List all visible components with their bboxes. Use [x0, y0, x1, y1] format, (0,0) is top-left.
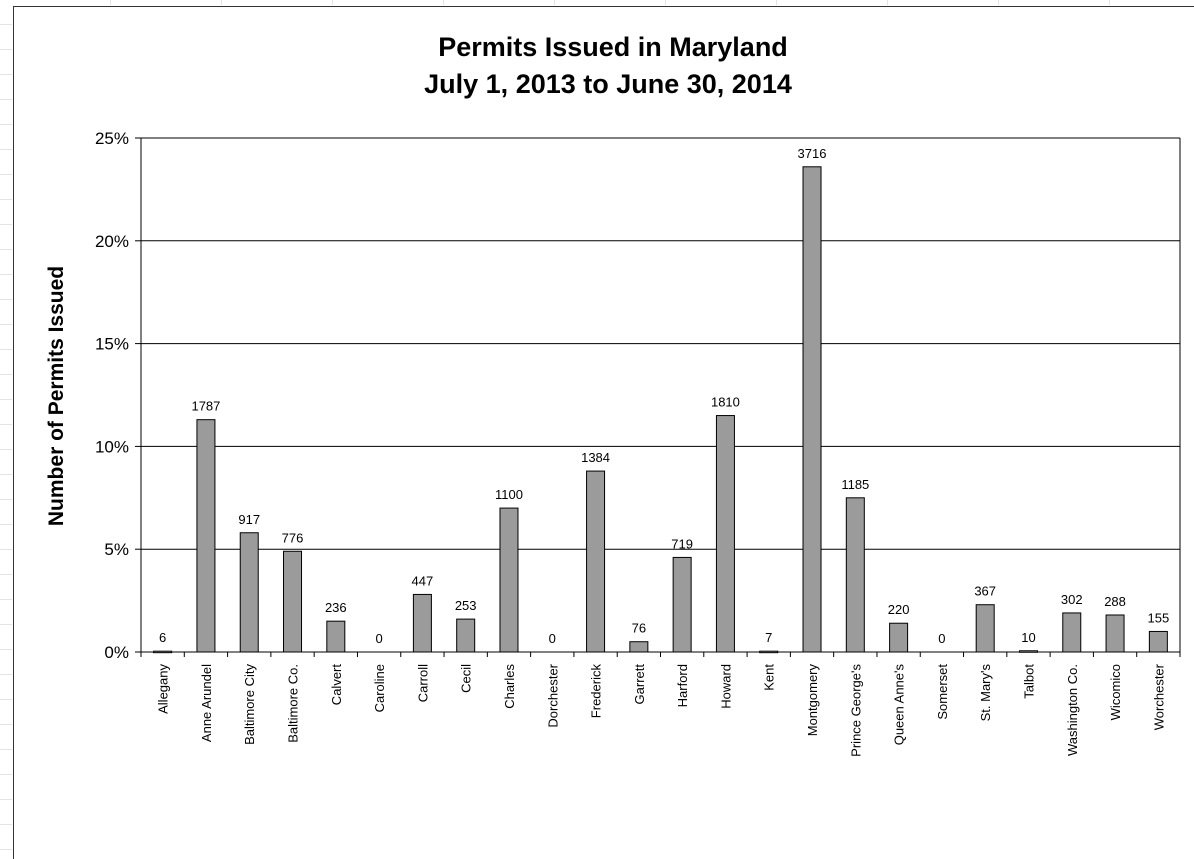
data-label: 236 [325, 600, 347, 615]
data-labels: 6 1787 917 776 236 0 447 253 1100 0 1384 76 719 1810 7… [159, 146, 1169, 646]
x-tick-label: Dorchester [545, 663, 560, 727]
y-tick-label: 0% [104, 643, 129, 662]
data-label: 76 [632, 621, 646, 636]
y-axis-label: Number of Permits Issued [45, 266, 68, 526]
data-label: 0 [375, 631, 382, 646]
data-label: 719 [671, 536, 693, 551]
spreadsheet-row-gutter [0, 0, 12, 859]
x-tick-label: Montgomery [805, 664, 820, 737]
data-label: 776 [282, 530, 304, 545]
bar [1148, 630, 1168, 653]
data-label: 220 [888, 602, 910, 617]
data-label: 0 [549, 631, 556, 646]
bar [326, 620, 346, 653]
chart-title-line-2: July 1, 2013 to June 30, 2014 [424, 69, 792, 99]
bar [759, 650, 779, 654]
bar [802, 166, 822, 653]
bar [1018, 650, 1038, 653]
bar [845, 497, 865, 653]
data-label: 10 [1021, 630, 1035, 645]
data-label: 1185 [841, 477, 869, 492]
x-tick-label: Queen Anne's [892, 664, 907, 746]
data-label: 288 [1104, 594, 1126, 609]
bar [153, 650, 173, 654]
data-label: 253 [455, 598, 477, 613]
data-label: 1100 [495, 487, 523, 502]
bar [1062, 612, 1082, 653]
data-label: 155 [1148, 610, 1170, 625]
x-tick-label: Somerset [935, 664, 950, 720]
bars [153, 166, 1168, 654]
x-tick-label: Cecil [459, 664, 474, 693]
x-tick-label: Charles [502, 664, 517, 709]
y-tick-label: 10% [95, 437, 129, 456]
bar [499, 507, 519, 653]
data-label: 367 [974, 584, 996, 599]
y-axis-ticks: 0% 5% 10% 15% 20% 25% [95, 129, 141, 662]
y-tick-label: 20% [95, 232, 129, 251]
x-tick-label: Baltimore City [242, 664, 257, 745]
x-tick-label: Howard [718, 664, 733, 709]
bar [283, 550, 303, 653]
data-label: 7 [765, 630, 772, 645]
x-tick-label: Anne Arundel [199, 664, 214, 742]
x-tick-label: Wicomico [1108, 664, 1123, 720]
data-label: 0 [938, 631, 945, 646]
bar [889, 622, 909, 653]
y-tick-label: 15% [95, 335, 129, 354]
y-tick-label: 25% [95, 129, 129, 148]
spreadsheet-column-strip [0, 0, 1194, 5]
x-tick-label: Washington Co. [1065, 664, 1080, 756]
x-tick-label: Prince George's [848, 664, 863, 757]
data-label: 447 [412, 573, 434, 588]
bar [629, 641, 649, 653]
bar [196, 419, 216, 653]
x-tick-label: Talbot [1021, 664, 1036, 699]
bar [672, 556, 692, 653]
bar [456, 618, 476, 653]
x-tick-label: Garrett [632, 664, 647, 705]
y-tick-label: 5% [104, 540, 129, 559]
bar [239, 532, 259, 653]
x-tick-label: St. Mary's [978, 664, 993, 722]
x-tick-label: Allegany [156, 664, 171, 714]
bar [412, 593, 432, 653]
x-tick-label: Worchester [1151, 663, 1166, 730]
x-tick-label: Calvert [329, 664, 344, 706]
x-axis-ticks: Allegany Anne Arundel Baltimore City Baltim… [140, 652, 1181, 757]
x-tick-label: Caroline [372, 664, 387, 712]
data-label: 3716 [798, 146, 827, 161]
data-label: 1810 [711, 395, 740, 410]
bar [1105, 614, 1125, 653]
x-tick-label: Kent [762, 664, 777, 691]
x-tick-label: Frederick [589, 664, 604, 719]
bar [586, 470, 606, 653]
data-label: 1384 [581, 450, 610, 465]
x-tick-label: Baltimore Co. [286, 664, 301, 743]
chart-frame [13, 6, 1194, 859]
x-tick-label: Carroll [415, 664, 430, 702]
data-label: 6 [159, 630, 166, 645]
data-label: 302 [1061, 592, 1083, 607]
bar [715, 415, 735, 653]
data-label: 917 [238, 512, 260, 527]
x-tick-label: Harford [675, 664, 690, 707]
bar [975, 604, 995, 653]
chart-title-line-1: Permits Issued in Maryland [438, 32, 788, 62]
data-label: 1787 [191, 399, 220, 414]
